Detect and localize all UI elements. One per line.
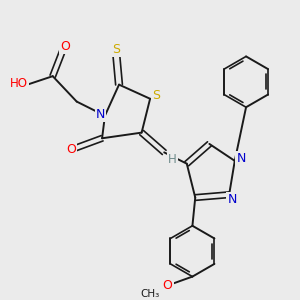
Text: O: O	[61, 40, 70, 53]
Text: O: O	[163, 279, 172, 292]
Text: HO: HO	[10, 77, 28, 90]
Text: CH₃: CH₃	[140, 289, 160, 299]
Text: S: S	[112, 43, 120, 56]
Text: N: N	[236, 152, 246, 165]
Text: O: O	[66, 143, 76, 156]
Text: N: N	[227, 193, 237, 206]
Text: N: N	[96, 108, 105, 121]
Text: S: S	[152, 89, 160, 102]
Text: H: H	[168, 153, 177, 166]
